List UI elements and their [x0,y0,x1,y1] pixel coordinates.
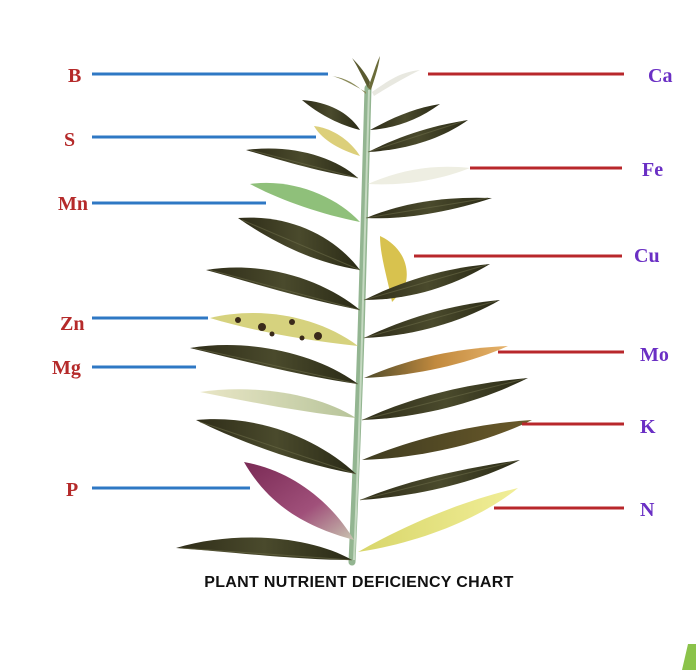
leaf-zn [210,313,358,346]
nutrient-label-cu: Cu [634,245,660,267]
leaf-n [358,488,518,552]
chart-title: PLANT NUTRIENT DEFICIENCY CHART [204,574,513,591]
nutrient-label-n: N [640,499,655,521]
plant-stem-highlight [353,89,370,561]
nutrient-label-mn: Mn [58,193,88,215]
leaf-left-5 [190,345,358,384]
leaf-mg [200,389,356,418]
leaf-mn [250,182,360,222]
leaf-fe [368,166,470,185]
leaf-left-top [302,100,360,130]
leaf-s [314,126,360,156]
nutrient-label-zn: Zn [60,313,84,335]
plant-stem [348,84,372,566]
left-callouts: B S Mn Zn Mg P [52,65,328,501]
leaf-right-top [370,104,440,130]
nutrient-label-k: K [640,416,656,438]
leaf-left-bottom [176,537,352,560]
nutrient-label-p: P [66,479,78,501]
zn-spots [235,317,322,341]
right-callouts: Ca Fe Cu Mo K N [414,65,672,521]
leaf-midribs [179,120,525,561]
nutrient-label-mo: Mo [640,344,669,366]
green-corner-mark-icon [682,644,696,670]
nutrient-label-b: B [68,65,81,87]
apical-bud [332,56,420,96]
nutrient-label-mg: Mg [52,357,81,379]
leaf-mo [364,346,508,378]
nutrient-label-ca: Ca [648,65,672,87]
leaf-k [362,420,532,460]
leaf-p [244,462,354,540]
nutrient-label-s: S [64,129,75,151]
nutrient-label-fe: Fe [642,159,663,181]
